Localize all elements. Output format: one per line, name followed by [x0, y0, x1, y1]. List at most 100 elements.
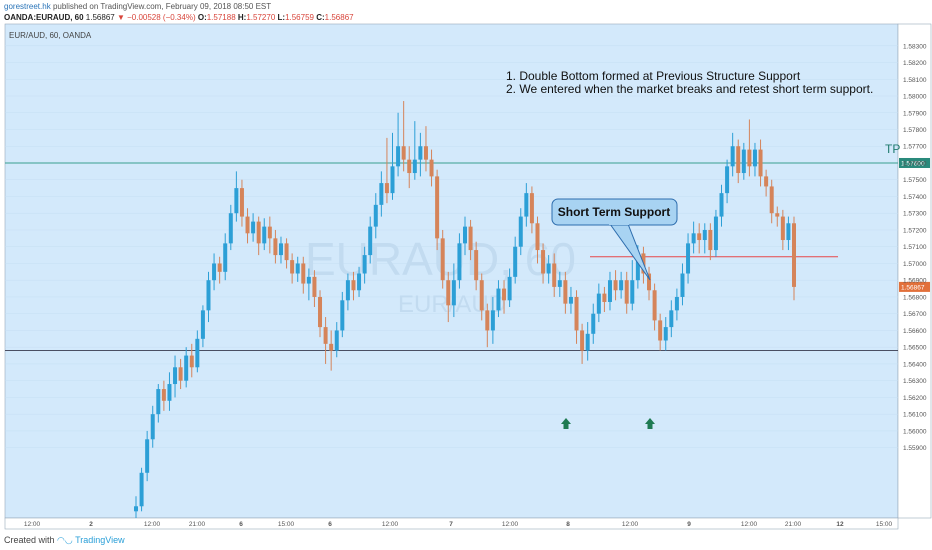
candle-body: [167, 384, 172, 401]
candle-body: [596, 293, 601, 314]
open-value: 1.57188: [206, 13, 236, 22]
candle-body: [591, 313, 596, 334]
candle-body: [446, 280, 451, 306]
candle-body: [552, 263, 557, 287]
candle-body: [546, 263, 551, 274]
candle-body: [502, 288, 507, 301]
candle-body: [373, 204, 378, 227]
candle-body: [217, 263, 222, 272]
x-tick-label: 12:00: [622, 521, 639, 528]
candle-body: [435, 176, 440, 239]
candle-body: [178, 367, 183, 381]
y-tick-label: 1.57100: [903, 244, 927, 251]
candle-body: [697, 233, 702, 241]
candle-body: [691, 233, 696, 244]
candle-body: [390, 166, 395, 194]
candle-body: [318, 296, 323, 328]
time-axis[interactable]: [4, 517, 899, 530]
x-tick-label: 2: [89, 521, 93, 528]
x-tick-label: 12:00: [502, 521, 519, 528]
candle-body: [306, 276, 311, 284]
published-text: published on TradingView.com, February 0…: [52, 2, 272, 11]
footer: Created with ◠◡ TradingView: [4, 535, 125, 546]
y-tick-label: 1.56300: [903, 378, 927, 385]
open-label: O:: [197, 13, 207, 22]
candle-body: [429, 159, 434, 177]
candle-body: [267, 226, 272, 239]
tradingview-logo-icon: ◠◡: [57, 535, 73, 545]
candle-body: [719, 193, 724, 217]
y-axis-ticks: 1.58300 1.58200 1.58100 1.58000 1.57900 1.578…: [903, 43, 927, 452]
y-tick-label: 1.58200: [903, 60, 927, 67]
up-arrow-icon: [645, 418, 655, 424]
x-tick-label: 15:00: [876, 521, 893, 528]
tp-label: TP: [885, 142, 900, 156]
low-value: 1.56759: [285, 13, 314, 22]
y-tick-label: 1.56100: [903, 412, 927, 419]
candle-body: [457, 243, 462, 281]
x-axis-ticks: 12:00 2 12:00 21:00 6 15:00 6 12:00 7 12:00 8 12:00…: [24, 521, 893, 528]
candle-body: [256, 221, 261, 244]
y-tick-label: 1.57000: [903, 261, 927, 268]
candle-body: [524, 193, 529, 217]
ohlc-line: OANDA:EURAUD, 60 1.56867 ▼ −0.00528 (−0.…: [4, 13, 354, 22]
y-tick-label: 1.55900: [903, 445, 927, 452]
y-tick-label: 1.58300: [903, 43, 927, 50]
y-tick-label: 1.57800: [903, 127, 927, 134]
candle-body: [284, 243, 289, 261]
down-triangle-icon: ▼: [116, 13, 125, 22]
candle-body: [786, 223, 791, 241]
candle-body: [463, 226, 467, 244]
candle-body: [357, 273, 362, 291]
candle-body: [139, 472, 144, 507]
author-link[interactable]: gorestreet.hk: [4, 2, 51, 11]
arrow-marker-1: [561, 418, 571, 429]
candle-body: [273, 238, 278, 256]
current-price-text: 1.56867: [901, 284, 925, 291]
candle-body: [334, 330, 339, 351]
candle-body: [686, 243, 691, 274]
tp-price-text: 1.57600: [901, 160, 925, 167]
price-change: −0.00528 (−0.34%): [127, 13, 196, 22]
price-axis[interactable]: [897, 23, 932, 519]
x-tick-label: 12:00: [741, 521, 758, 528]
candle-body: [156, 389, 161, 415]
candle-body: [513, 246, 518, 277]
candle-body: [195, 338, 200, 368]
candle-body: [418, 146, 423, 160]
candle-body: [200, 310, 205, 339]
candle-body: [535, 223, 540, 251]
candle-body: [518, 216, 523, 247]
candle-body: [747, 149, 752, 167]
candle-body: [245, 216, 250, 234]
x-tick-label: 21:00: [189, 521, 206, 528]
candle-body: [496, 288, 501, 311]
tradingview-link[interactable]: TradingView: [75, 535, 125, 545]
candle-body: [663, 327, 668, 341]
y-tick-label: 1.56400: [903, 361, 927, 368]
candle-body: [741, 149, 746, 174]
high-label: H:: [237, 13, 247, 22]
candle-body: [624, 280, 629, 304]
publisher-line: gorestreet.hk published on TradingView.c…: [4, 2, 271, 11]
y-tick-label: 1.56600: [903, 328, 927, 335]
candle-body: [228, 213, 233, 244]
short-term-support-callout[interactable]: Short Term Support: [551, 198, 678, 281]
candle-body: [440, 238, 445, 281]
x-tick-label: 15:00: [278, 521, 295, 528]
candle-body: [485, 310, 490, 331]
arrow-stem: [563, 424, 569, 429]
candle-body: [290, 260, 295, 274]
candle-body: [529, 193, 534, 224]
y-tick-label: 1.57300: [903, 211, 927, 218]
candle-body: [451, 280, 456, 306]
candle-body: [184, 355, 189, 381]
candle-body: [189, 355, 194, 368]
candle-body: [412, 159, 417, 174]
candle-body: [752, 149, 757, 167]
y-tick-label: 1.57500: [903, 177, 927, 184]
arrow-stem: [647, 424, 653, 429]
candle-body: [568, 296, 573, 304]
x-tick-label: 12:00: [144, 521, 161, 528]
